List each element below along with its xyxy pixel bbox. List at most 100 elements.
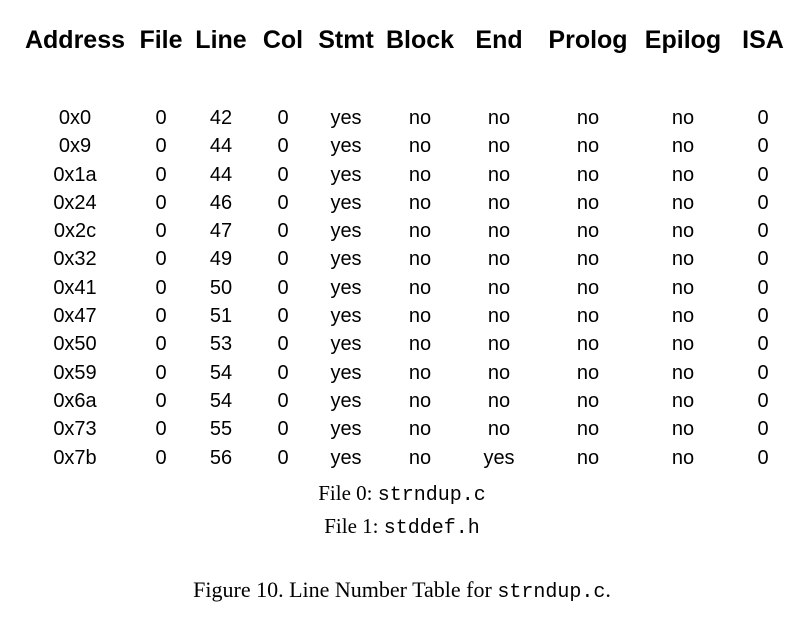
cell-prolog: no xyxy=(576,333,600,356)
cell-isa: 0 xyxy=(757,446,769,469)
cell-end: no xyxy=(487,163,511,186)
cell-file: 0 xyxy=(155,305,167,328)
cell-col: 0 xyxy=(277,248,289,271)
cell-col: 0 xyxy=(277,389,289,412)
cell-col: 0 xyxy=(277,107,289,129)
cell-col: 0 xyxy=(277,446,289,469)
table-row: 0x50 0 53 0 yes no no no no 0 xyxy=(0,330,804,358)
cell-file: 0 xyxy=(155,276,167,299)
cell-line: 54 xyxy=(209,389,233,412)
cell-line: 42 xyxy=(209,107,233,129)
cell-block: no xyxy=(408,107,432,129)
cell-block: no xyxy=(408,418,432,441)
table-row: 0x32 0 49 0 yes no no no no 0 xyxy=(0,245,804,273)
cell-prolog: no xyxy=(576,220,600,243)
header-isa: ISA xyxy=(742,26,784,54)
table-row: 0x7b 0 56 0 yes no yes no no 0 xyxy=(0,444,804,472)
cell-file: 0 xyxy=(155,107,167,129)
cell-file: 0 xyxy=(155,446,167,469)
cell-isa: 0 xyxy=(757,163,769,186)
cell-isa: 0 xyxy=(757,305,769,328)
cell-file: 0 xyxy=(155,191,167,214)
cell-isa: 0 xyxy=(757,135,769,158)
cell-prolog: no xyxy=(576,446,600,469)
cell-stmt: yes xyxy=(330,135,362,158)
cell-epilog: no xyxy=(671,107,695,129)
cell-prolog: no xyxy=(576,248,600,271)
table-row: 0x6a 0 54 0 yes no no no no 0 xyxy=(0,387,804,415)
cell-epilog: no xyxy=(671,163,695,186)
table-body: 0x0 0 42 0 yes no no no no 0 0x9 0 44 0 yes no no no no 0 0x… xyxy=(0,104,804,472)
table-row: 0x41 0 50 0 yes no no no no 0 xyxy=(0,274,804,302)
cell-address: 0x50 xyxy=(53,333,97,356)
cell-end: no xyxy=(487,220,511,243)
cell-isa: 0 xyxy=(757,191,769,214)
file-label: File 0: xyxy=(318,481,378,505)
table-row: 0x47 0 51 0 yes no no no no 0 xyxy=(0,302,804,330)
cell-file: 0 xyxy=(155,135,167,158)
file-label: File 1: xyxy=(324,514,384,538)
cell-line: 47 xyxy=(209,220,233,243)
table-row: 0x9 0 44 0 yes no no no no 0 xyxy=(0,132,804,160)
cell-file: 0 xyxy=(155,220,167,243)
cell-block: no xyxy=(408,135,432,158)
cell-address: 0x32 xyxy=(53,248,97,271)
cell-block: no xyxy=(408,305,432,328)
header-end: End xyxy=(475,26,523,54)
header-stmt: Stmt xyxy=(318,26,374,54)
cell-isa: 0 xyxy=(757,220,769,243)
header-line: Line xyxy=(195,26,247,54)
cell-address: 0x73 xyxy=(53,418,97,441)
cell-end: no xyxy=(487,107,511,129)
cell-stmt: yes xyxy=(330,446,362,469)
cell-block: no xyxy=(408,333,432,356)
cell-prolog: no xyxy=(576,135,600,158)
cell-end: yes xyxy=(483,446,515,469)
cell-file: 0 xyxy=(155,333,167,356)
cell-col: 0 xyxy=(277,220,289,243)
cell-file: 0 xyxy=(155,389,167,412)
cell-isa: 0 xyxy=(757,333,769,356)
header-file: File xyxy=(139,26,183,54)
cell-prolog: no xyxy=(576,418,600,441)
file-entry-0: File 0: strndup.c xyxy=(0,478,804,511)
cell-col: 0 xyxy=(277,135,289,158)
cell-stmt: yes xyxy=(330,333,362,356)
cell-line: 51 xyxy=(209,305,233,328)
cell-epilog: no xyxy=(671,418,695,441)
table-row: 0x2c 0 47 0 yes no no no no 0 xyxy=(0,217,804,245)
cell-line: 50 xyxy=(209,276,233,299)
cell-line: 55 xyxy=(209,418,233,441)
cell-prolog: no xyxy=(576,163,600,186)
cell-prolog: no xyxy=(576,305,600,328)
header-col: Col xyxy=(262,26,304,54)
cell-address: 0x0 xyxy=(58,107,92,129)
cell-end: no xyxy=(487,305,511,328)
cell-address: 0x6a xyxy=(53,389,97,412)
cell-address: 0x9 xyxy=(58,135,92,158)
cell-isa: 0 xyxy=(757,389,769,412)
figure-caption: Figure 10. Line Number Table for strndup… xyxy=(0,574,804,609)
cell-col: 0 xyxy=(277,163,289,186)
cell-col: 0 xyxy=(277,191,289,214)
header-address: Address xyxy=(24,26,126,54)
cell-address: 0x41 xyxy=(53,276,97,299)
cell-block: no xyxy=(408,446,432,469)
cell-line: 44 xyxy=(209,135,233,158)
cell-end: no xyxy=(487,418,511,441)
caption-suffix: . xyxy=(605,577,611,602)
table-header-row: Address File Line Col Stmt Block End Pro… xyxy=(0,22,804,58)
header-block: Block xyxy=(385,26,455,54)
cell-epilog: no xyxy=(671,248,695,271)
cell-block: no xyxy=(408,220,432,243)
cell-end: no xyxy=(487,135,511,158)
file-entry-1: File 1: stddef.h xyxy=(0,511,804,544)
cell-epilog: no xyxy=(671,305,695,328)
cell-line: 44 xyxy=(209,163,233,186)
cell-line: 53 xyxy=(209,333,233,356)
cell-file: 0 xyxy=(155,163,167,186)
cell-epilog: no xyxy=(671,361,695,384)
header-epilog: Epilog xyxy=(644,26,722,54)
header-prolog: Prolog xyxy=(548,26,628,54)
cell-stmt: yes xyxy=(330,163,362,186)
